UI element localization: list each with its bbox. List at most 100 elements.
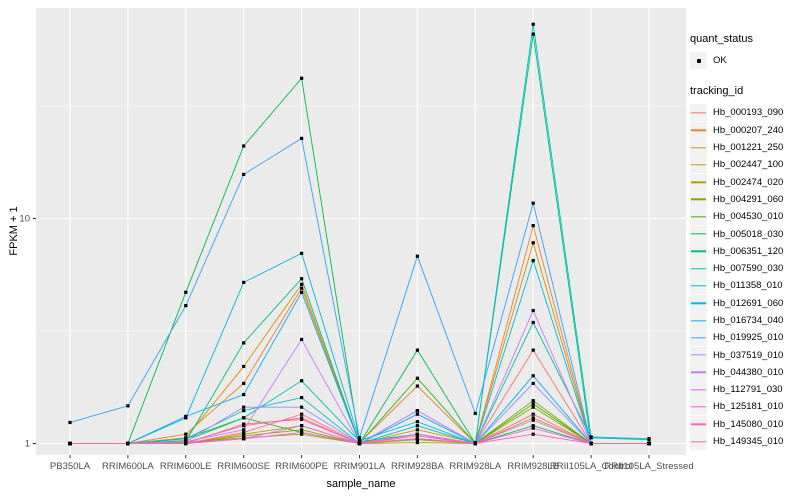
x-tick-label: RRIM600LE (160, 461, 212, 472)
series-color-line-icon (691, 250, 706, 253)
legend-item-Hb_001221_250: Hb_001221_250 (690, 139, 798, 157)
data-point (184, 437, 188, 441)
data-point (531, 412, 535, 416)
data-point (242, 280, 246, 284)
series-color-line-icon (691, 198, 706, 201)
data-point (531, 405, 535, 409)
series-color-line-icon (691, 406, 706, 408)
data-point (531, 402, 535, 406)
legend-item-label: Hb_001221_250 (713, 142, 784, 154)
legend-item-label: Hb_011358_010 (713, 280, 783, 292)
y-tick-label: 1 (25, 439, 30, 450)
x-tick-label: RRIM928LA (449, 461, 501, 472)
x-axis-title: sample_name (326, 478, 396, 490)
data-point (415, 437, 419, 441)
data-point (300, 379, 304, 383)
data-point (531, 32, 535, 36)
series-color-line-icon (691, 440, 706, 443)
series-color-line-icon (691, 216, 706, 218)
y-tick-label: 10 (19, 214, 30, 225)
legend-item-label: Hb_037519_010 (713, 349, 784, 361)
data-point (531, 399, 535, 403)
data-point (126, 404, 130, 408)
data-point (531, 424, 535, 428)
legend-key-box (690, 208, 707, 226)
data-point (531, 241, 535, 245)
x-tick-label: PB350LA (50, 461, 91, 472)
legend-item-Hb_145080_010: Hb_145080_010 (690, 415, 798, 433)
legend-item-label: Hb_004291_060 (713, 193, 784, 205)
series-color-line-icon (691, 285, 706, 287)
data-point (415, 432, 419, 436)
legend-key-box (690, 173, 707, 191)
data-point (68, 441, 72, 446)
data-point (531, 258, 535, 263)
legend-key-box (690, 363, 707, 381)
x-tick-label: RRIM928BA (391, 461, 444, 472)
data-point (415, 412, 419, 416)
point-icon (696, 58, 701, 63)
data-point (242, 416, 246, 420)
data-point (242, 424, 246, 428)
y-axis-title: FPKM + 1 (8, 206, 20, 256)
legend-item-label: Hb_012691_060 (713, 297, 784, 309)
data-point (415, 384, 419, 388)
data-point (242, 144, 246, 148)
series-color-line-icon (691, 354, 706, 356)
data-point (242, 437, 246, 441)
legend-item-label: Hb_006351_120 (713, 245, 784, 257)
series-color-line-icon (691, 371, 706, 374)
data-point (242, 409, 246, 413)
legend-item-label: Hb_112791_030 (713, 384, 783, 396)
legend-item-Hb_004291_060: Hb_004291_060 (690, 190, 798, 208)
data-point (300, 251, 304, 255)
data-point (415, 254, 419, 258)
legend-item-Hb_019925_010: Hb_019925_010 (690, 329, 798, 347)
data-point (415, 420, 419, 424)
data-point (184, 290, 188, 294)
data-point (415, 434, 419, 438)
legend-item-Hb_016734_040: Hb_016734_040 (690, 312, 798, 329)
data-point (300, 430, 304, 435)
data-point (357, 441, 362, 446)
x-tick-label: RRIM600LA (102, 461, 154, 472)
data-point (531, 418, 535, 422)
legend-item-Hb_125181_010: Hb_125181_010 (690, 398, 798, 416)
panel-background (36, 8, 686, 455)
data-point (242, 434, 246, 438)
data-point (242, 172, 246, 177)
data-point (531, 320, 535, 325)
data-point (126, 441, 130, 446)
legend-key-box (690, 277, 707, 295)
legend-item-Hb_112791_030: Hb_112791_030 (690, 381, 798, 399)
legend-key-box (690, 398, 707, 416)
data-point (589, 441, 593, 446)
data-point (184, 304, 188, 308)
legend-title-tracking-id: tracking_id (690, 85, 744, 98)
legend-item-Hb_044380_010: Hb_044380_010 (690, 363, 798, 381)
series-color-line-icon (691, 233, 706, 235)
legend-item-label: Hb_016734_040 (713, 315, 784, 326)
legend-item-label: Hb_000193_090 (713, 107, 784, 119)
data-point (242, 405, 246, 409)
data-point (531, 348, 535, 352)
series-color-line-icon (691, 129, 706, 131)
legend-key-box (690, 294, 707, 312)
data-point (300, 432, 304, 436)
legend-item-label: Hb_002447_100 (713, 159, 784, 171)
data-point (300, 424, 304, 428)
data-point (300, 282, 304, 286)
legend-item-Hb_004530_010: Hb_004530_010 (690, 208, 798, 226)
series-color-line-icon (691, 423, 706, 425)
data-point (357, 436, 362, 440)
legend-key-box (690, 104, 707, 122)
legend-key-box (690, 415, 707, 433)
data-point (242, 430, 246, 435)
legend-key-box (690, 329, 707, 347)
legend-key-box (690, 312, 707, 329)
legend-item-label: Hb_005018_030 (713, 228, 784, 240)
data-point (415, 348, 419, 352)
data-point (531, 223, 535, 228)
